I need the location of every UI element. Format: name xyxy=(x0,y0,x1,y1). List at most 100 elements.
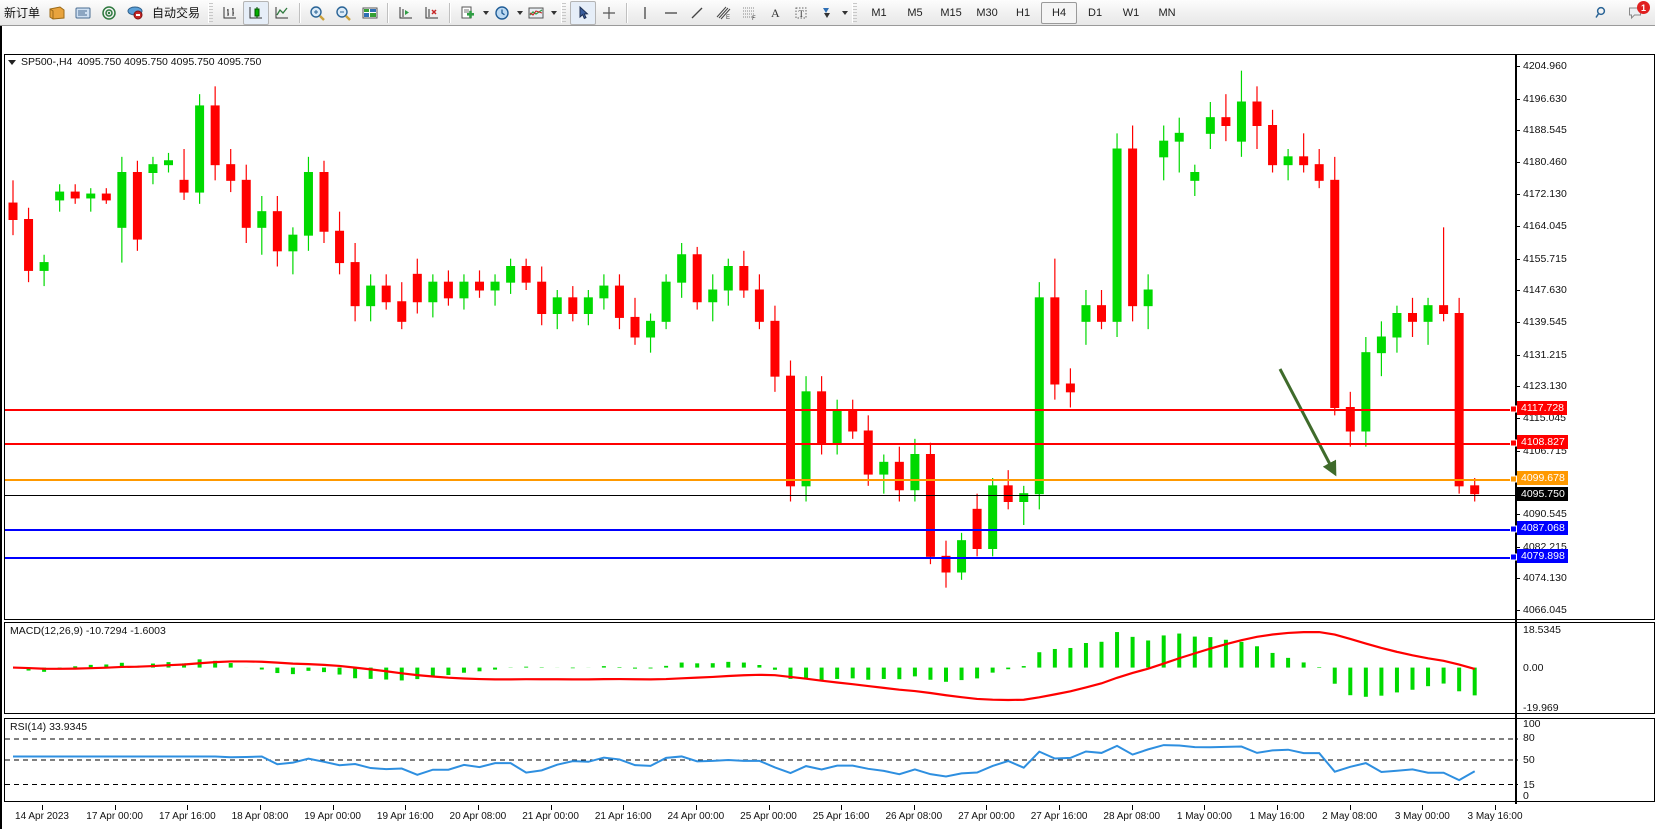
timeframe-w1[interactable]: W1 xyxy=(1122,6,1140,19)
timeframe-m5[interactable]: M5 xyxy=(907,6,923,19)
terminal-icon[interactable] xyxy=(70,1,96,25)
time-tick xyxy=(1422,805,1424,810)
time-tick-label: 27 Apr 16:00 xyxy=(1030,811,1088,822)
price-label-last-price[interactable]: 4095.750 xyxy=(1517,486,1568,501)
add-indicator-icon[interactable] xyxy=(455,1,481,25)
templates-dropdown-icon[interactable] xyxy=(551,10,558,15)
toolbar-grip-1[interactable] xyxy=(208,2,214,23)
timeframe-m30[interactable]: M30 xyxy=(976,6,998,19)
toolbar-separator-4 xyxy=(626,2,629,23)
level-line-support[interactable] xyxy=(5,528,1518,531)
new-order-button[interactable]: 新订单 xyxy=(0,1,44,25)
time-tick-label: 25 Apr 00:00 xyxy=(740,811,797,822)
wallet-icon[interactable] xyxy=(44,1,70,25)
timeframe-h4[interactable]: H4 xyxy=(1041,1,1078,24)
price-label-support[interactable]: 4087.068 xyxy=(1517,520,1568,535)
price-pane[interactable] xyxy=(4,54,1655,620)
price-label-resistance[interactable]: 4117.728 xyxy=(1517,400,1568,415)
toolbar-grip-3[interactable] xyxy=(852,2,858,23)
text-icon[interactable]: A xyxy=(762,1,788,25)
time-tick-label: 14 Apr 2023 xyxy=(15,811,69,822)
trendline-icon[interactable] xyxy=(684,1,710,25)
notifications-icon[interactable]: 1 xyxy=(1623,1,1650,25)
price-tick xyxy=(1515,98,1520,100)
time-tick xyxy=(114,805,116,810)
price-tick-label: 4172.130 xyxy=(1523,188,1567,201)
timeframe-mn[interactable]: MN xyxy=(1158,6,1176,19)
arrows-icon[interactable] xyxy=(814,1,840,25)
price-label-pivot[interactable]: 4099.678 xyxy=(1517,471,1568,486)
autotrade-icon[interactable] xyxy=(122,1,148,25)
time-tick xyxy=(1204,805,1206,810)
text-label-icon[interactable]: T xyxy=(788,1,814,25)
crosshair-icon[interactable] xyxy=(596,1,622,25)
arrows-dropdown-icon[interactable] xyxy=(842,10,849,15)
level-line-last-price[interactable] xyxy=(5,494,1518,496)
period-clock-icon[interactable] xyxy=(489,1,515,25)
price-scale[interactable]: 4204.960 4196.630 4188.545 4180.460 4172.130… xyxy=(1515,54,1655,804)
equidistant-channel-icon[interactable]: E xyxy=(710,1,736,25)
svg-text:E: E xyxy=(726,15,730,21)
timeframe-m15[interactable]: M15 xyxy=(940,6,962,19)
level-handle-support[interactable] xyxy=(1510,525,1517,533)
timeframe-h1[interactable]: H1 xyxy=(1016,6,1031,19)
rsi-plot[interactable] xyxy=(5,719,1518,801)
macd-plot[interactable] xyxy=(5,623,1518,713)
candlestick-chart-icon[interactable] xyxy=(243,0,270,25)
price-tick xyxy=(1515,226,1520,228)
price-label-resistance[interactable]: 4108.827 xyxy=(1517,435,1568,450)
timeframe-d1[interactable]: D1 xyxy=(1088,6,1103,19)
timeframe-m1[interactable]: M1 xyxy=(871,6,887,19)
toolbar-grip-2[interactable] xyxy=(561,2,567,23)
horizontal-line-icon[interactable] xyxy=(658,1,684,25)
data-window-icon[interactable] xyxy=(357,1,383,25)
level-handle-resistance[interactable] xyxy=(1510,405,1517,413)
level-line-support[interactable] xyxy=(5,556,1518,559)
search-icon[interactable] xyxy=(1589,1,1615,25)
price-tick xyxy=(1515,450,1520,452)
add-indicator-dropdown-icon[interactable] xyxy=(483,10,490,15)
rsi-tick-label: 80 xyxy=(1523,732,1535,745)
autotrade-button[interactable]: 自动交易 xyxy=(148,1,204,25)
level-line-resistance[interactable] xyxy=(5,443,1518,446)
signal-icon[interactable] xyxy=(96,1,122,25)
macd-series xyxy=(12,630,1477,702)
vertical-line-icon[interactable] xyxy=(632,1,658,25)
rsi-tick-label: 15 xyxy=(1523,779,1535,792)
macd-tick-label: 0.00 xyxy=(1523,661,1544,674)
level-handle-resistance[interactable] xyxy=(1510,439,1517,447)
level-handle-pivot[interactable] xyxy=(1510,475,1517,483)
time-tick xyxy=(1059,805,1061,810)
line-chart-icon[interactable] xyxy=(269,1,295,25)
auto-scroll-icon[interactable] xyxy=(419,1,445,25)
chart-area[interactable]: SP500-,H4 4095.750 4095.750 4095.750 409… xyxy=(0,26,1655,829)
time-tick-label: 28 Apr 08:00 xyxy=(1103,811,1161,822)
zoom-out-icon[interactable] xyxy=(331,1,357,25)
rsi-pane[interactable]: RSI(14) 33.9345 xyxy=(4,718,1655,802)
macd-pane[interactable]: MACD(12,26,9) -10.7294 -1.6003 xyxy=(4,622,1655,714)
toolbar-separator-3 xyxy=(449,2,452,23)
bar-chart-icon[interactable] xyxy=(217,1,243,25)
time-tick xyxy=(695,805,697,810)
level-line-pivot[interactable] xyxy=(5,479,1518,482)
level-handle-support[interactable] xyxy=(1510,553,1517,561)
price-plot[interactable] xyxy=(5,55,1518,619)
fibonacci-icon[interactable]: F xyxy=(736,1,762,25)
price-tick-label: 4196.630 xyxy=(1523,92,1567,105)
level-line-resistance[interactable] xyxy=(5,408,1518,411)
toolbar-separator-2 xyxy=(387,2,390,23)
new-order-label: 新订单 xyxy=(4,6,41,20)
price-tick-label: 4147.630 xyxy=(1523,284,1567,297)
time-tick xyxy=(332,805,334,810)
chart-menu-caret-icon[interactable] xyxy=(8,59,16,65)
chart-shift-icon[interactable] xyxy=(393,1,419,25)
zoom-in-icon[interactable] xyxy=(305,1,331,25)
time-tick xyxy=(477,805,479,810)
time-tick xyxy=(841,805,843,810)
time-axis[interactable]: 14 Apr 2023 17 Apr 00:00 17 Apr 16:00 18 Ap… xyxy=(4,805,1655,829)
cursor-icon[interactable] xyxy=(570,0,597,25)
templates-icon[interactable] xyxy=(523,1,549,25)
price-tick-label: 4090.545 xyxy=(1523,508,1567,521)
period-dropdown-icon[interactable] xyxy=(517,10,524,15)
price-label-support[interactable]: 4079.898 xyxy=(1517,548,1568,563)
